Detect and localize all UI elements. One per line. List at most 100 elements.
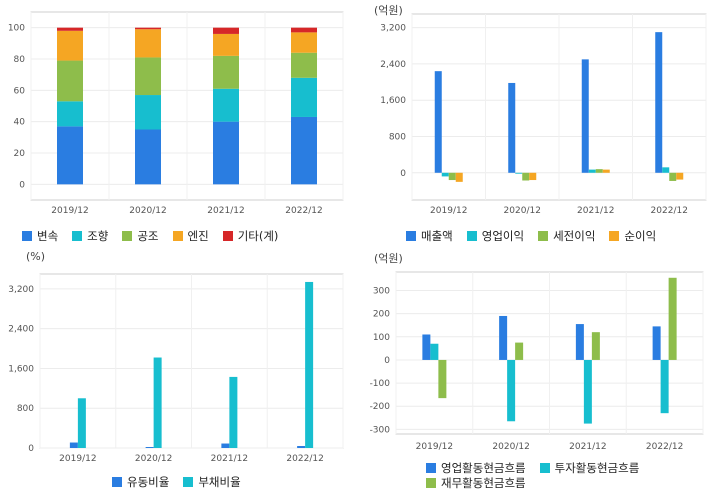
bar [669, 172, 677, 181]
bar [588, 169, 596, 173]
x-tick-label: 2021/12 [207, 206, 244, 216]
chart-product-mix: 0 20 40 60 80 100 2019/12 2020/12 2021/12 2022/12… [0, 0, 360, 250]
y-tick-label: 1,600 [8, 364, 34, 374]
bar [602, 169, 610, 173]
bar [229, 376, 238, 448]
y-tick-label: 300 [373, 287, 390, 297]
legend-item: 영업활동현금흐름 [426, 460, 526, 475]
legend-item: 투자활동현금흐름 [539, 460, 640, 475]
legend-swatch [72, 230, 83, 241]
bar [591, 332, 600, 360]
bar [213, 27, 239, 34]
bar [581, 59, 589, 173]
bar [77, 398, 86, 448]
bar [213, 33, 239, 56]
x-tick-label: 2019/12 [416, 442, 453, 452]
x-tick-label: 2020/12 [504, 206, 541, 216]
bar [575, 324, 584, 360]
x-tick-label: 2022/12 [285, 206, 322, 216]
legend-label: 엔진 [187, 228, 209, 243]
x-tick-label: 2022/12 [651, 206, 688, 216]
bar [135, 29, 161, 58]
legend-label: 영업활동현금흐름 [441, 460, 526, 475]
bar [668, 277, 677, 360]
legend-item: 기타(계) [222, 228, 278, 243]
x-tick-label: 2019/12 [430, 206, 467, 216]
x-tick-label: 2020/12 [492, 442, 529, 452]
bar [57, 126, 83, 185]
y-tick-label: -100 [370, 379, 391, 389]
bar [595, 169, 603, 173]
legend-item: 영업이익 [466, 228, 524, 243]
bar [455, 172, 463, 182]
legend-item: 조향 [72, 228, 108, 243]
y-tick-label: 1,600 [380, 96, 406, 106]
bar [291, 116, 317, 185]
y-tick-label: 80 [14, 55, 26, 65]
x-tick-label: 2022/12 [286, 454, 323, 464]
bar [422, 334, 431, 360]
bar [153, 357, 162, 448]
bar [676, 172, 684, 180]
x-tick-label: 2019/12 [51, 206, 88, 216]
bar [291, 27, 317, 33]
legend-label: 매출액 [421, 228, 453, 243]
legend-item: 공조 [122, 228, 159, 243]
bar [291, 32, 317, 53]
bar [434, 71, 442, 173]
bar [652, 326, 661, 360]
bar [135, 57, 161, 96]
legend-label: 투자활동현금흐름 [554, 460, 640, 475]
legend-item: 유동비율 [112, 474, 169, 489]
bar [507, 359, 516, 422]
legend-item: 매출액 [406, 228, 453, 243]
legend-item: 변속 [22, 228, 58, 243]
bar [660, 359, 669, 414]
y-tick-label: -300 [370, 425, 391, 435]
bar [662, 167, 670, 173]
unit-label: (억원) [374, 252, 403, 265]
legend-swatch [538, 230, 549, 241]
bar [430, 343, 439, 360]
legend-swatch [172, 230, 183, 241]
chart-svg: 0 20 40 60 80 100 2019/12 2020/12 2021/12 2022/12 [8, 11, 344, 216]
legend-swatch [183, 476, 194, 487]
legend-swatch [609, 230, 620, 241]
legend-swatch [122, 230, 133, 241]
bar [297, 446, 306, 448]
legend-item: 순이익 [609, 228, 656, 243]
chart-svg: 0 800 1,600 2,400 3,200 2019/12 2020/12 2021/12… [8, 273, 344, 464]
chart-legend: 매출액 영업이익 세전이익 순이익 [406, 228, 706, 243]
bar [529, 172, 537, 181]
bar [291, 77, 317, 117]
bar [135, 95, 161, 130]
bar [305, 281, 314, 448]
legend-label: 재무활동현금흐름 [441, 475, 526, 490]
legend-label: 부채비율 [198, 474, 241, 489]
chart-svg: 0 800 1,600 2,400 3,200 2019/12 2020/12 2021/12… [380, 13, 707, 216]
bar [583, 359, 592, 424]
y-tick-label: 100 [373, 333, 390, 343]
y-tick-label: 0 [400, 169, 406, 179]
legend-item: 엔진 [172, 228, 209, 243]
bar [655, 32, 663, 173]
legend-swatch [222, 230, 233, 241]
y-tick-label: 40 [14, 118, 26, 128]
bar [221, 443, 230, 448]
y-tick-label: 3,200 [380, 24, 406, 34]
bar [57, 30, 83, 61]
legend-label: 유동비율 [127, 474, 170, 489]
y-tick-label: 60 [14, 86, 26, 96]
bar [135, 27, 161, 30]
legend-swatch [426, 477, 436, 488]
bar [448, 172, 456, 181]
bar [213, 121, 239, 185]
chart-legend: 유동비율 부채비율 [112, 474, 332, 489]
bar [508, 82, 516, 173]
legend-swatch [466, 230, 477, 241]
bar [515, 342, 524, 360]
chart-cashflow: (억원) -300 -200 -100 0 100 200 300 2019/12 2020/1… [360, 248, 720, 496]
x-tick-label: 2020/12 [135, 454, 172, 464]
y-tick-label: 3,200 [8, 285, 34, 295]
bar [69, 442, 78, 448]
